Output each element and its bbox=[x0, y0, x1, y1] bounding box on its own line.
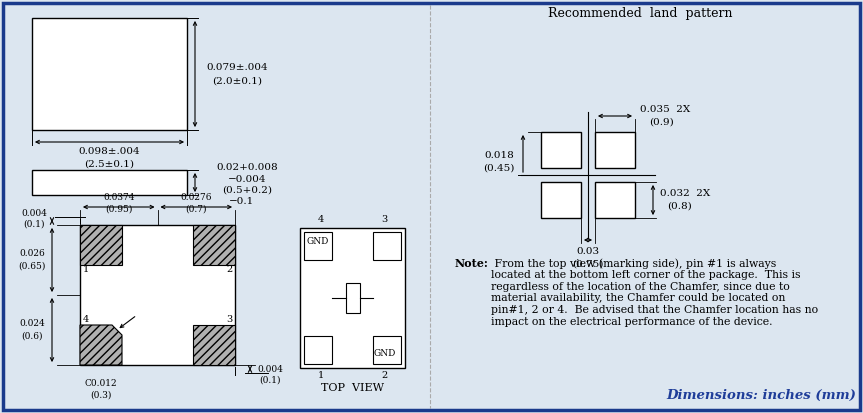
Bar bbox=[304, 336, 332, 364]
Bar bbox=[32, 18, 187, 130]
Bar bbox=[373, 336, 401, 364]
Text: 0.004: 0.004 bbox=[257, 365, 283, 373]
Bar bbox=[193, 325, 235, 365]
Text: 0.035  2X: 0.035 2X bbox=[639, 105, 690, 114]
Text: (0.9): (0.9) bbox=[649, 118, 673, 126]
Text: C0.012: C0.012 bbox=[85, 378, 117, 387]
Text: 2: 2 bbox=[381, 372, 387, 380]
Text: 3: 3 bbox=[381, 216, 387, 225]
Text: GND: GND bbox=[374, 349, 396, 358]
Text: 0.03: 0.03 bbox=[576, 247, 600, 256]
Text: Recommended  land  pattern: Recommended land pattern bbox=[548, 7, 732, 21]
Text: 0.0374: 0.0374 bbox=[103, 194, 135, 202]
Text: (0.1): (0.1) bbox=[259, 375, 280, 385]
Text: 0.0276: 0.0276 bbox=[180, 194, 212, 202]
Text: 1: 1 bbox=[83, 266, 89, 275]
Text: 0.024: 0.024 bbox=[19, 320, 45, 328]
Text: (0.8): (0.8) bbox=[666, 202, 691, 211]
Bar bbox=[595, 182, 635, 218]
Text: 0.018: 0.018 bbox=[484, 150, 513, 159]
Bar bbox=[541, 182, 581, 218]
Bar bbox=[304, 232, 332, 260]
Text: 2: 2 bbox=[226, 266, 232, 275]
Text: 4: 4 bbox=[318, 216, 324, 225]
Text: 3: 3 bbox=[226, 316, 232, 325]
Text: 0.098±.004: 0.098±.004 bbox=[79, 147, 141, 157]
Text: (0.65): (0.65) bbox=[18, 261, 46, 271]
Bar bbox=[193, 225, 235, 265]
Bar bbox=[373, 232, 401, 260]
Text: 4: 4 bbox=[83, 316, 89, 325]
Text: (0.3): (0.3) bbox=[91, 391, 111, 399]
Text: (0.7): (0.7) bbox=[186, 204, 207, 214]
Polygon shape bbox=[80, 325, 122, 365]
Bar bbox=[80, 225, 235, 365]
Text: −0.004: −0.004 bbox=[228, 175, 267, 183]
Text: 0.02+0.008: 0.02+0.008 bbox=[217, 164, 278, 173]
Bar bbox=[32, 170, 187, 195]
Text: −0.1: −0.1 bbox=[229, 197, 254, 206]
Bar bbox=[345, 283, 360, 313]
Text: 1: 1 bbox=[318, 372, 324, 380]
Text: (0.5+0.2): (0.5+0.2) bbox=[222, 185, 272, 195]
Text: GND: GND bbox=[307, 237, 329, 247]
Text: (2.0±0.1): (2.0±0.1) bbox=[212, 76, 262, 85]
Text: Note:: Note: bbox=[455, 258, 488, 269]
Bar bbox=[541, 132, 581, 168]
Text: 0.026: 0.026 bbox=[19, 249, 45, 259]
Text: (0.1): (0.1) bbox=[23, 219, 45, 228]
Text: (0.75): (0.75) bbox=[572, 259, 604, 268]
Text: (0.95): (0.95) bbox=[105, 204, 132, 214]
Text: Dimensions: inches (mm): Dimensions: inches (mm) bbox=[666, 389, 856, 402]
Text: (2.5±0.1): (2.5±0.1) bbox=[85, 159, 135, 169]
Text: TOP  VIEW: TOP VIEW bbox=[321, 383, 384, 393]
Text: From the top view (marking side), pin #1 is always
located at the bottom left co: From the top view (marking side), pin #1… bbox=[491, 258, 818, 327]
Text: 0.079±.004: 0.079±.004 bbox=[206, 64, 268, 73]
Text: 0.032  2X: 0.032 2X bbox=[660, 190, 710, 199]
Text: 0.004: 0.004 bbox=[21, 209, 47, 218]
Bar bbox=[300, 228, 405, 368]
Text: (0.45): (0.45) bbox=[483, 164, 514, 173]
Bar bbox=[595, 132, 635, 168]
Text: (0.6): (0.6) bbox=[22, 332, 43, 340]
Bar bbox=[80, 225, 122, 265]
